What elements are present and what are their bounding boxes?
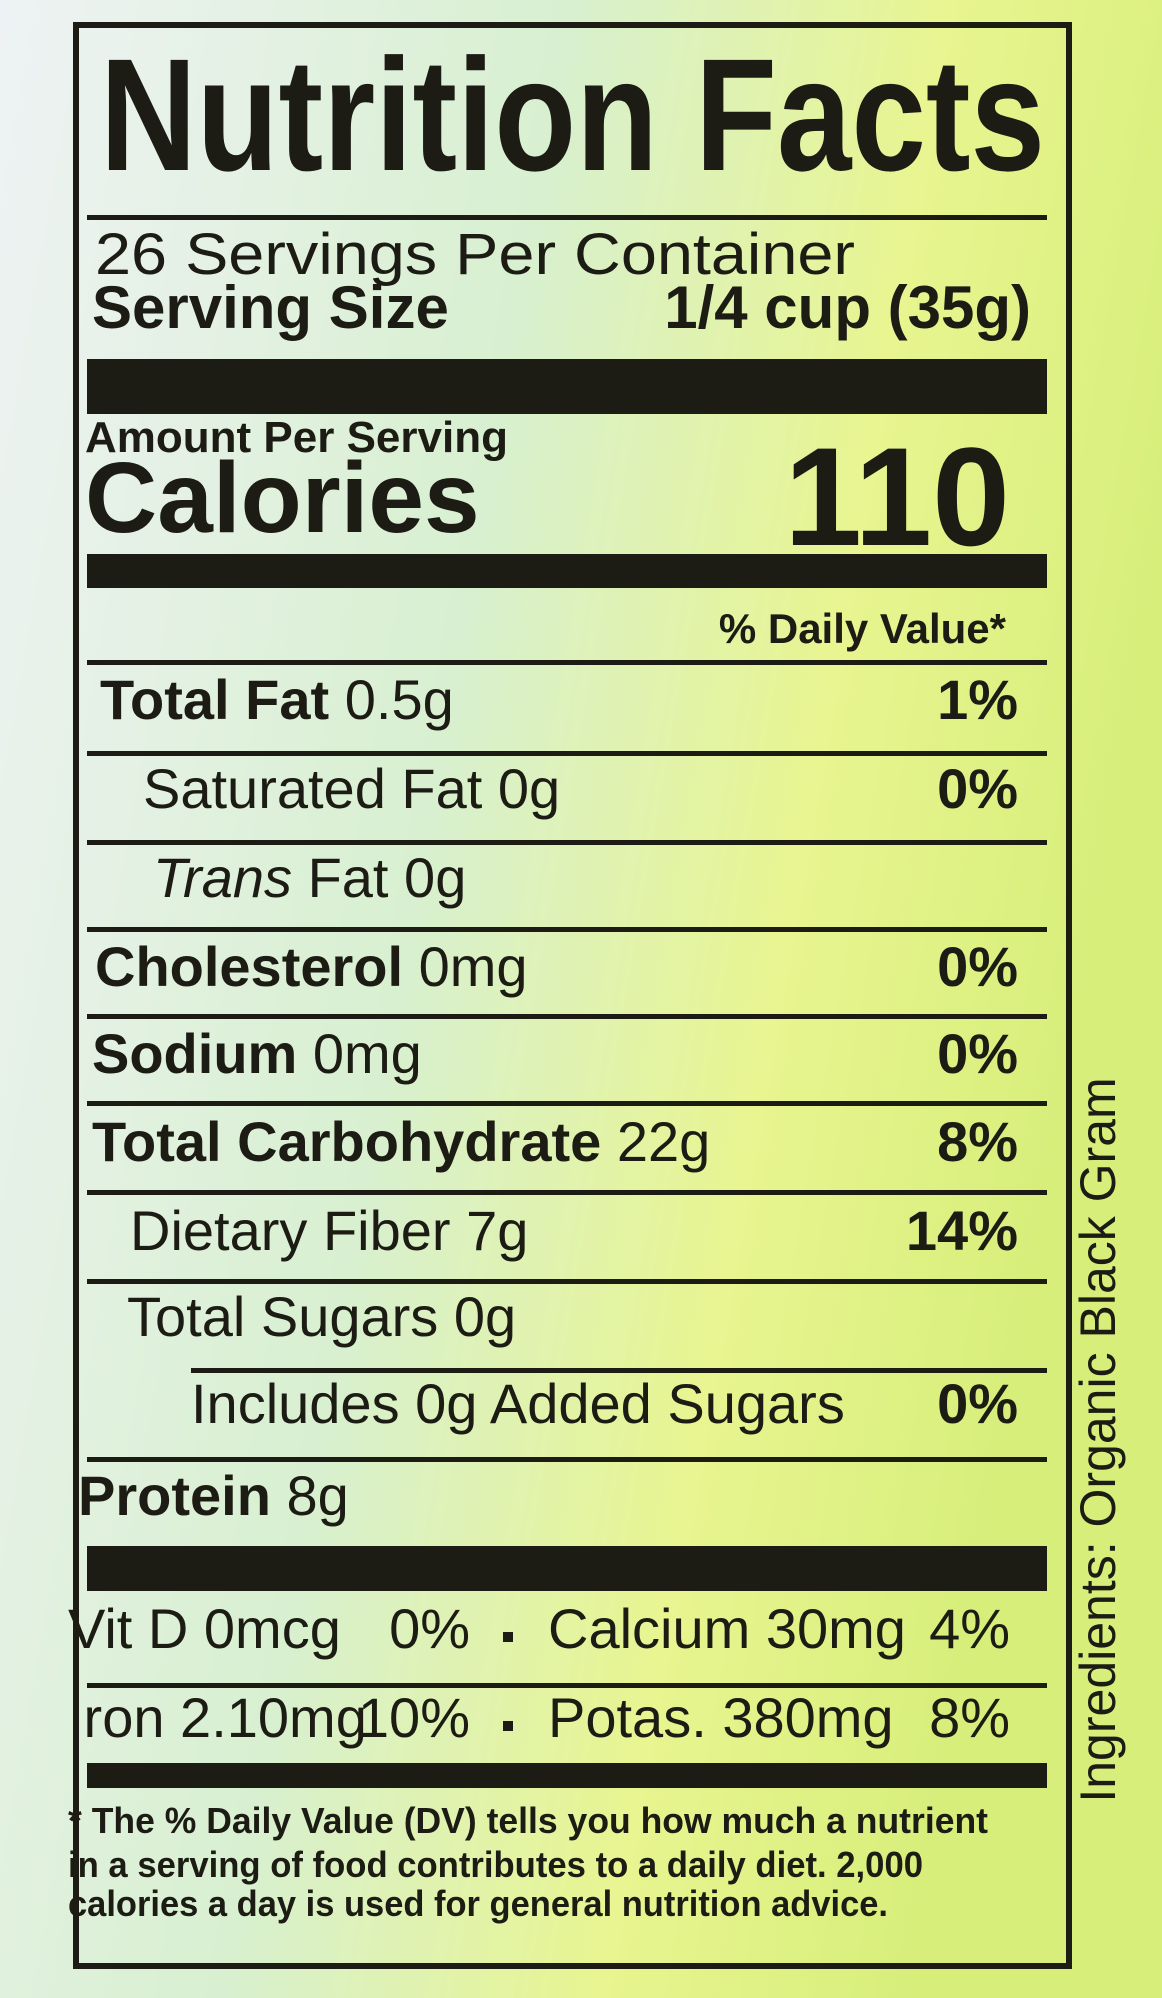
nutrient-line: Total Fat 0.5g <box>100 668 454 731</box>
nutrient-amount: 8g <box>286 1464 348 1527</box>
nutrient-dv: 0% <box>937 1022 1018 1085</box>
vitamin-dv: 10% <box>358 1686 470 1749</box>
footnote-line: in a serving of food contributes to a da… <box>68 1844 923 1885</box>
nutrient-line: Saturated Fat 0g <box>143 757 560 820</box>
vitamin-name: Vit D 0mcg <box>68 1597 341 1660</box>
rule <box>87 1190 1047 1195</box>
nutrient-name: Fat <box>308 846 389 909</box>
rule <box>87 751 1047 756</box>
rule <box>87 660 1047 665</box>
nutrient-name: Includes 0g Added Sugars <box>191 1372 845 1435</box>
vitamin-dv: 0% <box>389 1597 470 1660</box>
nutrient-dv: 0% <box>937 1372 1018 1435</box>
thick-rule <box>87 359 1047 414</box>
vitamin-rows: Vit D 0mcg 0% Calcium 30mg 4% Iron 2.10mg10%… <box>68 1597 1047 1749</box>
nutrient-name: Cholesterol <box>95 935 403 998</box>
amount-per-serving: Amount Per Serving <box>85 413 508 462</box>
rule <box>87 840 1047 845</box>
vitamin-name: Iron 2.10mg <box>68 1686 367 1749</box>
nutrient-name: Saturated Fat <box>143 757 483 820</box>
nutrient-name: Sodium <box>92 1022 297 1085</box>
ingredients: Ingredients: Organic Black Gram <box>1070 1077 1126 1802</box>
nutrient-amount: 22g <box>617 1110 710 1173</box>
nutrient-name: Protein <box>78 1464 271 1527</box>
nutrient-rows: Total Fat 0.5g 1% Saturated Fat 0g 0% Trans … <box>78 668 1047 1527</box>
nutrient-dv: 0% <box>937 757 1018 820</box>
calories-value: 110 <box>784 418 1010 575</box>
nutrient-line: Dietary Fiber 7g <box>130 1199 528 1262</box>
rule <box>87 215 1047 220</box>
nutrient-amount: 0g <box>404 846 466 909</box>
nutrient-dv: 0% <box>937 935 1018 998</box>
thick-rule <box>87 1546 1047 1591</box>
title: Nutrition Facts <box>100 25 1045 204</box>
nutrient-amount: 0g <box>498 757 560 820</box>
serving-size-label: Serving Size <box>92 274 449 341</box>
mineral-dv: 4% <box>929 1597 1010 1660</box>
daily-value-header: % Daily Value* <box>719 605 1007 652</box>
nutrient-line: Includes 0g Added Sugars <box>191 1372 845 1435</box>
label-border <box>73 22 1072 1969</box>
rule <box>87 1457 1047 1462</box>
nutrient-amount: 7g <box>466 1199 528 1262</box>
rule <box>191 1368 1047 1373</box>
nutrient-name: Total Fat <box>100 668 329 731</box>
mineral-name: Potas. 380mg <box>548 1686 894 1749</box>
mineral-dv: 8% <box>929 1686 1010 1749</box>
footnote-line: * The % Daily Value (DV) tells you how m… <box>68 1800 988 1841</box>
separator-dot <box>503 1632 513 1642</box>
nutrient-line: Protein 8g <box>78 1464 349 1527</box>
nutrient-line: Trans Fat 0g <box>153 846 466 909</box>
nutrient-amount: 0mg <box>313 1022 422 1085</box>
nutrient-line: Cholesterol 0mg <box>95 935 528 998</box>
rule <box>87 927 1047 932</box>
nutrient-dv: 14% <box>906 1199 1018 1262</box>
footnote-line: calories a day is used for general nutri… <box>68 1883 888 1924</box>
thick-rule <box>87 1763 1047 1788</box>
servings: 26 Servings Per Container <box>95 222 855 287</box>
nutrient-amount: 0mg <box>419 935 528 998</box>
serving-size-value: 1/4 cup (35g) <box>664 274 1031 341</box>
separator-dot <box>503 1721 513 1731</box>
nutrient-name: Total Carbohydrate <box>92 1110 601 1173</box>
nutrient-amount: 0g <box>454 1285 516 1348</box>
calories-label: Calories <box>85 442 480 554</box>
nutrient-name: Total Sugars <box>127 1285 438 1348</box>
rule <box>87 1683 1047 1688</box>
thick-rule <box>87 554 1047 588</box>
nutrient-line: Total Sugars 0g <box>127 1285 516 1348</box>
mineral-name: Calcium 30mg <box>548 1597 906 1660</box>
nutrient-name-italic: Trans <box>153 846 292 909</box>
rule <box>87 1101 1047 1106</box>
nutrient-line: Total Carbohydrate 22g <box>92 1110 710 1173</box>
nutrient-amount: 0.5g <box>345 668 454 731</box>
nutrient-name: Dietary Fiber <box>130 1199 451 1262</box>
footnote: * The % Daily Value (DV) tells you how m… <box>68 1800 988 1924</box>
rule <box>87 1014 1047 1019</box>
rule <box>87 1279 1047 1284</box>
nutrient-dv: 8% <box>937 1110 1018 1173</box>
nutrient-dv: 1% <box>937 668 1018 731</box>
nutrient-line: Sodium 0mg <box>92 1022 422 1085</box>
